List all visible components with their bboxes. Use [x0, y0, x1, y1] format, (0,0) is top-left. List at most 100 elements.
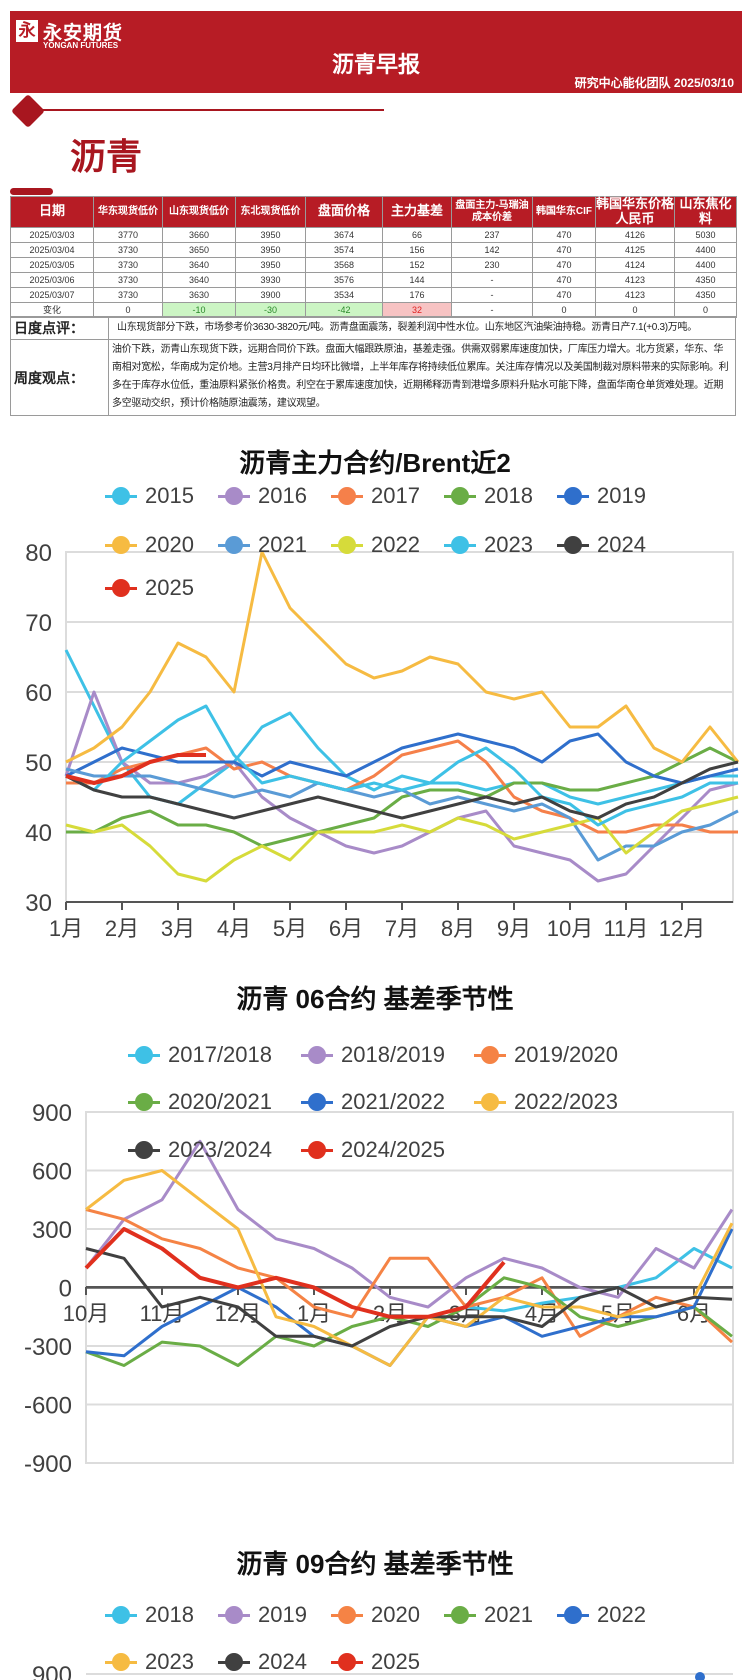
- legend-label: 2018: [145, 1602, 194, 1627]
- legend-item[interactable]: 2022/2023: [474, 1090, 618, 1114]
- legend-marker-icon: [557, 486, 589, 506]
- legend-item[interactable]: 2020: [105, 533, 194, 557]
- y-tick-label: 600: [32, 1159, 72, 1186]
- chart2-title: 沥青 06合约 基差季节性: [236, 984, 514, 1014]
- column-header: 山东焦化料: [674, 196, 737, 228]
- legend-item[interactable]: 2015: [105, 484, 194, 508]
- y-tick-label: 30: [25, 890, 52, 917]
- series-line-2025: [65, 753, 206, 785]
- legend-item[interactable]: 2016: [218, 484, 307, 508]
- y-tick-label: 60: [25, 680, 52, 707]
- legend-item[interactable]: 2018: [444, 484, 533, 508]
- decor-bar: [10, 188, 53, 195]
- section-title: 沥青: [70, 136, 143, 177]
- series-line-2019: [65, 732, 739, 785]
- legend-item[interactable]: 2018/2019: [301, 1043, 445, 1067]
- legend-label: 2023/2024: [168, 1137, 272, 1162]
- legend-item[interactable]: 2025: [105, 576, 194, 600]
- legend-label: 2019/2020: [514, 1042, 618, 1067]
- legend-item[interactable]: 2025: [331, 1650, 420, 1674]
- legend-item[interactable]: 2021: [218, 533, 307, 557]
- legend-item[interactable]: 2019: [557, 484, 646, 508]
- table-cell: -10: [162, 301, 236, 318]
- legend-label: 2022: [371, 532, 420, 557]
- legend-marker-icon: [331, 1605, 363, 1625]
- series-line-2024-2025: [84, 1227, 506, 1319]
- legend-marker-icon: [301, 1140, 333, 1160]
- series-line-2024: [65, 760, 739, 820]
- legend-item[interactable]: 2022: [557, 1603, 646, 1627]
- y-tick-label: 0: [59, 1276, 72, 1303]
- daily-label: 日度点评：: [11, 317, 109, 339]
- legend-item[interactable]: 2023: [105, 1650, 194, 1674]
- legend-item[interactable]: 2017: [331, 484, 420, 508]
- legend-label: 2021/2022: [341, 1089, 445, 1114]
- weekly-comment-row: 周度观点： 油价下跌，沥青山东现货下跌，远期合同价下跌。盘面大幅跟跌原油，基差走…: [11, 340, 735, 415]
- series-line-2022-2023: [85, 1169, 734, 1367]
- column-header: 华东现货低价: [93, 196, 163, 228]
- data-point: [695, 1672, 705, 1680]
- legend-marker-icon: [331, 535, 363, 555]
- legend-marker-icon: [301, 1045, 333, 1065]
- column-header: 盘面价格: [305, 196, 383, 228]
- logo-name: 永安期货: [43, 23, 124, 44]
- legend-item[interactable]: 2023: [444, 533, 533, 557]
- report-header: 永 永安期货 YONGAN FUTURES 沥青早报 研究中心能化团队 2025…: [10, 11, 742, 93]
- legend-item[interactable]: 2019/2020: [474, 1043, 618, 1067]
- weekly-text: 油价下跌，沥青山东现货下跌，远期合同价下跌。盘面大幅跟跌原油，基差走强。供需双弱…: [112, 344, 729, 409]
- legend-marker-icon: [105, 1652, 137, 1672]
- legend-label: 2021: [484, 1602, 533, 1627]
- legend-label: 2018/2019: [341, 1042, 445, 1067]
- legend-item[interactable]: 2024/2025: [301, 1138, 445, 1162]
- legend-item[interactable]: 2017/2018: [128, 1043, 272, 1067]
- series-line-2022: [65, 795, 739, 883]
- legend-marker-icon: [474, 1045, 506, 1065]
- legend-item[interactable]: 2019: [218, 1603, 307, 1627]
- chart3-title: 沥青 09合约 基差季节性: [236, 1549, 514, 1579]
- x-tick-label: 10月: [63, 1301, 109, 1326]
- legend-item[interactable]: 2024: [218, 1650, 307, 1674]
- legend-marker-icon: [105, 535, 137, 555]
- commentary: 日度点评： 山东现货部分下跌，市场参考价3630-3820元/吨。沥青盘面震荡，…: [10, 316, 736, 416]
- legend-marker-icon: [474, 1092, 506, 1112]
- column-header: 韩国华东CIF: [532, 196, 596, 228]
- legend-marker-icon: [444, 535, 476, 555]
- legend-label: 2018: [484, 483, 533, 508]
- daily-text: 山东现货部分下跌，市场参考价3630-3820元/吨。沥青盘面震荡，裂差利润中性…: [117, 322, 697, 333]
- legend-item[interactable]: 2023/2024: [128, 1138, 272, 1162]
- table-cell: -30: [235, 301, 306, 318]
- legend-marker-icon: [128, 1045, 160, 1065]
- x-tick-label: 9月: [497, 916, 531, 941]
- x-tick-label: 6月: [329, 916, 363, 941]
- legend-label: 2023: [145, 1649, 194, 1674]
- column-header: 韩国华东价格人民币: [595, 196, 675, 228]
- table-cell: 32: [382, 301, 452, 318]
- x-tick-label: 4月: [217, 916, 251, 941]
- legend-marker-icon: [331, 486, 363, 506]
- y-tick-label: 900: [32, 1100, 72, 1127]
- legend-item[interactable]: 2018: [105, 1603, 194, 1627]
- legend-item[interactable]: 2020/2021: [128, 1090, 272, 1114]
- legend-item[interactable]: 2020: [331, 1603, 420, 1627]
- legend-label: 2020: [371, 1602, 420, 1627]
- legend-item[interactable]: 2021/2022: [301, 1090, 445, 1114]
- legend-marker-icon: [218, 535, 250, 555]
- legend-item[interactable]: 2024: [557, 533, 646, 557]
- series-line-2018: [66, 746, 739, 848]
- legend-marker-icon: [301, 1092, 333, 1112]
- legend-label: 2020/2021: [168, 1089, 272, 1114]
- legend-item[interactable]: 2021: [444, 1603, 533, 1627]
- legend-marker-icon: [105, 486, 137, 506]
- legend-label: 2015: [145, 483, 194, 508]
- legend-marker-icon: [331, 1652, 363, 1672]
- legend-label: 2025: [371, 1649, 420, 1674]
- legend-label: 2020: [145, 532, 194, 557]
- legend-item[interactable]: 2022: [331, 533, 420, 557]
- legend-marker-icon: [105, 578, 137, 598]
- column-header: 日期: [10, 196, 94, 228]
- legend-label: 2021: [258, 532, 307, 557]
- x-tick-label: 12月: [215, 1301, 261, 1326]
- x-tick-label: 5月: [273, 916, 307, 941]
- chart1-title: 沥青主力合约/Brent近2: [239, 448, 511, 478]
- legend-label: 2023: [484, 532, 533, 557]
